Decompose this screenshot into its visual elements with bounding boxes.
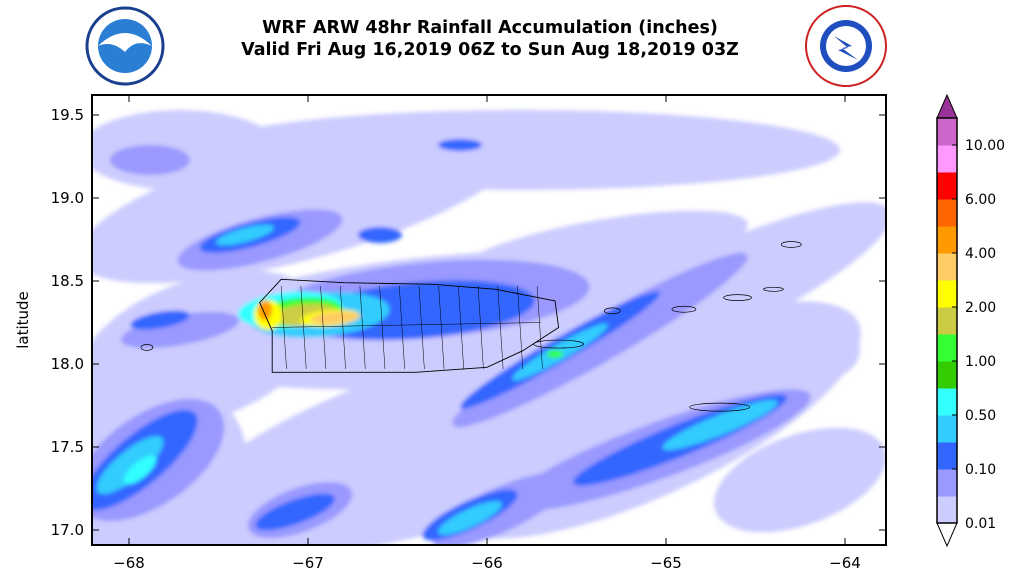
colorbar-label: 2.00 bbox=[965, 300, 996, 316]
colorbar-label: 0.50 bbox=[965, 408, 996, 424]
municipal-border bbox=[272, 322, 541, 328]
rain-contour bbox=[438, 139, 482, 151]
colorbar-under-arrow bbox=[936, 522, 958, 548]
rain-contour bbox=[662, 399, 778, 451]
y-tick-label: 19.5 bbox=[51, 106, 84, 124]
colorbar-segment bbox=[937, 172, 957, 200]
x-tick-label: −65 bbox=[650, 554, 682, 572]
colorbar-label: 10.00 bbox=[965, 138, 1005, 154]
municipal-border bbox=[458, 285, 464, 369]
colorbar-segment bbox=[937, 307, 957, 335]
island-coastline bbox=[140, 344, 154, 351]
municipal-border bbox=[300, 285, 307, 369]
rain-contour bbox=[92, 110, 280, 190]
island-coastline bbox=[763, 286, 784, 292]
municipal-border bbox=[379, 285, 386, 369]
island-coastline bbox=[689, 402, 751, 412]
colorbar-segment bbox=[937, 415, 957, 443]
chart-title: WRF ARW 48hr Rainfall Accumulation (inch… bbox=[262, 18, 718, 38]
y-tick-label: 18.0 bbox=[51, 355, 84, 373]
y-axis-label: latitude bbox=[14, 291, 32, 349]
colorbar-segment bbox=[937, 226, 957, 254]
municipal-border bbox=[320, 285, 327, 369]
island-coastline bbox=[780, 241, 802, 248]
colorbar-label: 0.01 bbox=[965, 516, 996, 532]
colorbar-segment bbox=[937, 199, 957, 227]
colorbar-segment bbox=[937, 442, 957, 470]
municipal-border bbox=[497, 285, 504, 369]
island-coastline bbox=[603, 307, 621, 315]
rain-contour bbox=[452, 252, 748, 428]
y-tick-label: 19.0 bbox=[51, 189, 84, 207]
rain-contour bbox=[255, 493, 335, 531]
rain-contour bbox=[358, 227, 402, 243]
rain-contour bbox=[780, 320, 860, 380]
chart-subtitle: Valid Fri Aug 16,2019 06Z to Sun Aug 18,… bbox=[241, 40, 739, 60]
island-coastline bbox=[533, 339, 584, 349]
colorbar-segment bbox=[937, 118, 957, 146]
rain-contour bbox=[110, 145, 190, 175]
colorbar-label: 1.00 bbox=[965, 354, 996, 370]
rain-contour bbox=[133, 455, 567, 545]
municipal-border bbox=[477, 285, 484, 369]
y-tick-label: 17.5 bbox=[51, 438, 84, 456]
municipal-border bbox=[339, 285, 346, 369]
colorbar-segment bbox=[937, 253, 957, 281]
colorbar-segment bbox=[937, 388, 957, 416]
colorbar-label: 0.10 bbox=[965, 462, 996, 478]
rain-contour bbox=[714, 427, 886, 533]
x-tick-label: −68 bbox=[113, 554, 145, 572]
rain-contour bbox=[547, 350, 563, 358]
colorbar: 0.01 0.10 0.50 1.00 2.00 4.00 6.00 10.00 bbox=[936, 93, 1005, 548]
x-tick-label: −64 bbox=[829, 554, 861, 572]
municipal-border bbox=[359, 285, 366, 369]
colorbar-label: 4.00 bbox=[965, 246, 996, 262]
rain-contour bbox=[123, 455, 157, 485]
municipal-border bbox=[517, 285, 524, 369]
y-tick-label: 17.0 bbox=[51, 521, 84, 539]
colorbar-segment bbox=[937, 280, 957, 308]
noaa-logo bbox=[85, 6, 165, 86]
municipal-border bbox=[536, 285, 543, 369]
rain-contour bbox=[258, 300, 272, 320]
colorbar-frame bbox=[936, 117, 958, 524]
municipal-border bbox=[418, 285, 425, 369]
x-tick-label: −67 bbox=[292, 554, 324, 572]
puerto-rico-coastline bbox=[259, 278, 560, 373]
colorbar-segment bbox=[937, 361, 957, 389]
rain-contour bbox=[215, 224, 275, 246]
rain-contour bbox=[96, 435, 164, 495]
rain-contour bbox=[200, 110, 840, 190]
municipal-border bbox=[438, 285, 445, 369]
colorbar-segment bbox=[937, 496, 957, 524]
rain-contour bbox=[438, 501, 502, 535]
rain-contour bbox=[120, 311, 240, 349]
municipal-border bbox=[399, 285, 405, 369]
colorbar-label: 6.00 bbox=[965, 192, 996, 208]
colorbar-segment bbox=[937, 145, 957, 173]
plot-frame bbox=[91, 94, 887, 546]
colorbar-segment bbox=[937, 334, 957, 362]
rainfall-field bbox=[92, 95, 886, 545]
colorbar-segment bbox=[937, 469, 957, 497]
rain-contour bbox=[130, 310, 190, 330]
island-coastline bbox=[671, 305, 697, 313]
island-coastline bbox=[723, 294, 752, 301]
nws-logo bbox=[805, 5, 887, 87]
colorbar-over-arrow bbox=[936, 93, 958, 119]
y-tick-label: 18.5 bbox=[51, 272, 84, 290]
x-tick-label: −66 bbox=[471, 554, 503, 572]
